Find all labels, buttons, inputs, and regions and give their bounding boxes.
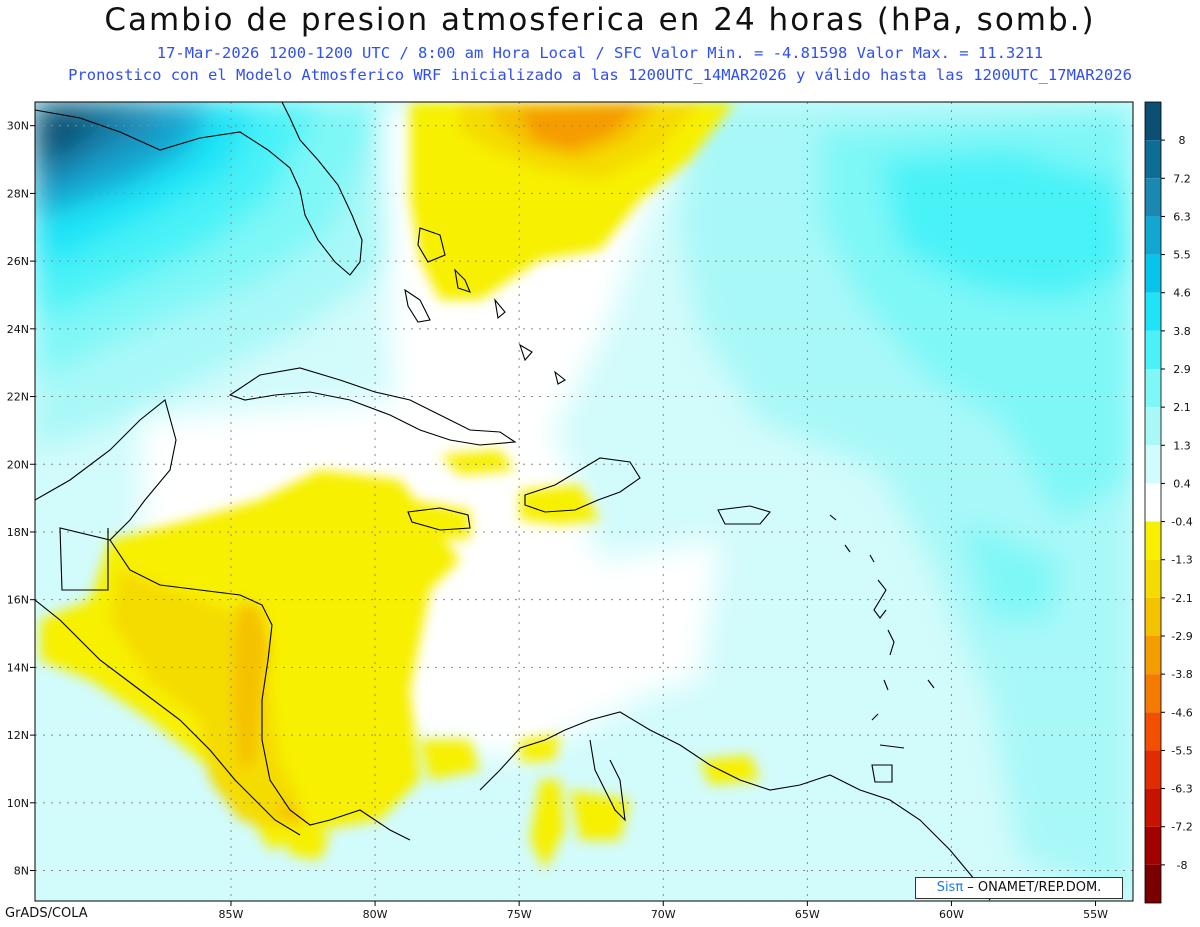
lon-label: 85W — [219, 908, 244, 921]
map-title: Cambio de presion atmosferica en 24 hora… — [104, 2, 1096, 38]
colorbar-cell — [1145, 788, 1161, 827]
credit-box: Sisπ – ONAMET/REP.DOM. — [915, 877, 1123, 899]
colorbar-cell — [1145, 559, 1161, 598]
colorbar-cell — [1145, 102, 1161, 141]
colorbar-cell — [1145, 445, 1161, 484]
software-footer: GrADS/COLA — [5, 906, 88, 921]
colorbar-cell — [1145, 483, 1161, 522]
lat-label: 28N — [7, 187, 29, 200]
lon-label: 75W — [507, 908, 532, 921]
colorbar-label: 1.3 — [1173, 439, 1191, 452]
colorbar-cell — [1145, 864, 1161, 903]
lat-label: 20N — [7, 458, 29, 471]
lat-label: 22N — [7, 391, 29, 404]
map-subtitle-valid-time: 17-Mar-2026 1200-1200 UTC / 8:00 am Hora… — [156, 44, 1044, 62]
colorbar-label: 2.9 — [1173, 363, 1191, 376]
colorbar-cell — [1145, 674, 1161, 713]
lat-label: 16N — [7, 594, 29, 607]
colorbar-label: 2.1 — [1173, 401, 1191, 414]
lon-label: 80W — [363, 908, 388, 921]
lat-label: 10N — [7, 797, 29, 810]
colorbar-cell — [1145, 826, 1161, 865]
colorbar-cell — [1145, 216, 1161, 255]
lat-label: 30N — [7, 120, 29, 133]
colorbar-label: -6.3 — [1171, 783, 1192, 796]
colorbar-label: -4.6 — [1171, 706, 1192, 719]
lat-label: 26N — [7, 255, 29, 268]
colorbar-label: -2.9 — [1171, 630, 1192, 643]
colorbar-label: -8 — [1177, 859, 1188, 872]
lat-label: 12N — [7, 729, 29, 742]
colorbar-label: -3.8 — [1171, 668, 1192, 681]
colorbar-label: 3.8 — [1173, 325, 1191, 338]
colorbar-label: 4.6 — [1173, 287, 1191, 300]
colorbar-label: 0.4 — [1173, 477, 1191, 490]
lat-label: 14N — [7, 661, 29, 674]
colorbar-label: 8 — [1179, 134, 1186, 147]
lat-label: 8N — [14, 865, 29, 878]
colorbar-cell — [1145, 597, 1161, 636]
colorbar-frame — [1144, 101, 1162, 904]
credit-text: – ONAMET/REP.DOM. — [963, 880, 1102, 895]
latitude-labels: 30N 28N 26N 24N 22N 20N 18N 16N 14N 12N 10N 8N — [7, 120, 35, 878]
lat-label: 18N — [7, 526, 29, 539]
lat-label: 24N — [7, 323, 29, 336]
colorbar-cell — [1145, 330, 1161, 369]
lon-label: 70W — [651, 908, 676, 921]
colorbar-cell — [1145, 750, 1161, 789]
colorbar-label: 6.3 — [1173, 210, 1191, 223]
colorbar-label: 5.5 — [1173, 249, 1191, 262]
colorbar-cell — [1145, 521, 1161, 560]
map-frame — [34, 101, 1134, 902]
map-gridlines — [35, 102, 1133, 901]
map-subtitle-model-info: Pronostico con el Modelo Atmosferico WRF… — [68, 66, 1132, 84]
colorbar-label: -2.1 — [1171, 592, 1192, 605]
colorbar-label: 7.2 — [1173, 172, 1191, 185]
colorbar-cell — [1145, 369, 1161, 408]
colorbar-label: -5.5 — [1171, 744, 1192, 757]
colorbar-cell — [1145, 140, 1161, 179]
coastlines — [35, 102, 991, 901]
colorbar-label: -1.3 — [1171, 554, 1192, 567]
colorbar-label: -7.2 — [1171, 821, 1192, 834]
lon-label: 60W — [939, 908, 964, 921]
colorbar-cell — [1145, 636, 1161, 675]
credit-logo: Sisπ — [936, 880, 964, 895]
lon-label: 55W — [1083, 908, 1108, 921]
colorbar-cell — [1145, 712, 1161, 751]
colorbar-cell — [1145, 407, 1161, 446]
colorbar-cell — [1145, 292, 1161, 331]
shaded-field — [35, 102, 1133, 901]
colorbar-label: -0.4 — [1171, 516, 1192, 529]
lon-label: 65W — [795, 908, 820, 921]
colorbar-cell — [1145, 178, 1161, 217]
colorbar: 8 7.2 6.3 5.5 4.6 3.8 2.9 2.1 1.3 0.4 -0.4 -1.3 -2.1… — [1144, 101, 1193, 904]
colorbar-cell — [1145, 254, 1161, 293]
longitude-labels: 85W 80W 75W 70W 65W 60W 55W — [219, 901, 1108, 921]
